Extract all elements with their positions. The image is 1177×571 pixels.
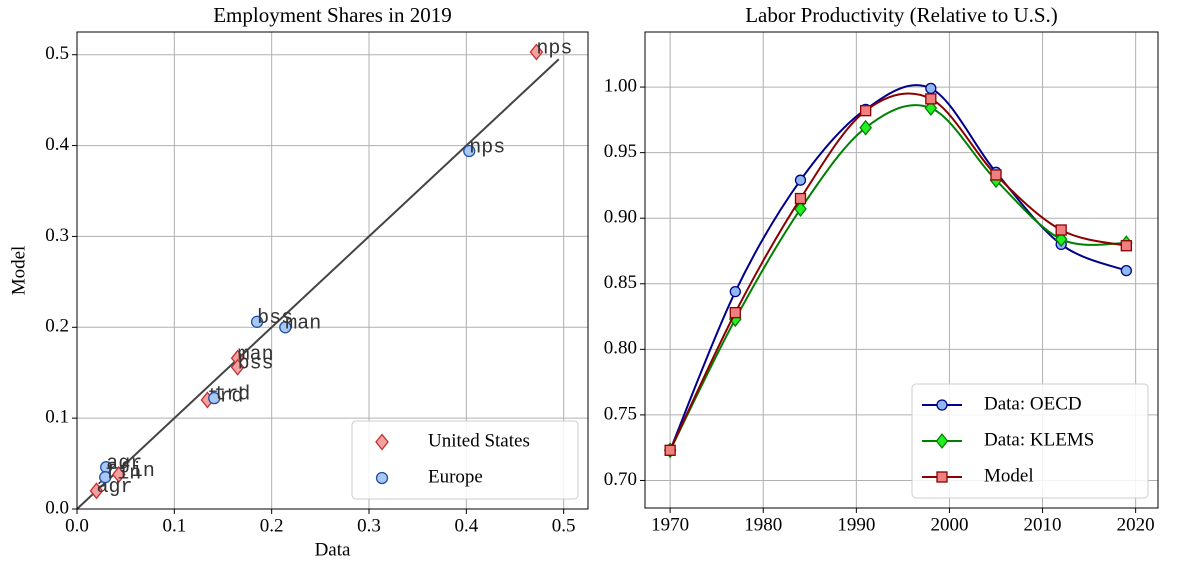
point-label: nps <box>469 136 505 159</box>
legend-label: Data: KLEMS <box>984 429 1094 450</box>
marker <box>925 82 937 95</box>
y-tick-label: 0.5 <box>45 43 69 64</box>
x-tick-label: 2010 <box>1024 514 1062 535</box>
y-tick-label: 0.95 <box>604 141 637 162</box>
plot-frame <box>76 31 589 510</box>
y-tick-label: 0.85 <box>604 272 637 293</box>
marker <box>250 315 264 328</box>
legend-label: United States <box>428 430 530 451</box>
legend-label: Europe <box>428 466 483 487</box>
marker <box>794 192 807 205</box>
x-tick-label: 0.5 <box>552 515 576 536</box>
point-label: man <box>285 313 321 336</box>
x-tick-label: 0.1 <box>162 515 186 536</box>
marker <box>936 399 948 411</box>
y-tick-label: 0.4 <box>45 134 69 155</box>
point-label: trd <box>214 383 250 406</box>
reference-line <box>76 58 560 510</box>
marker <box>529 43 544 61</box>
marker <box>729 285 741 298</box>
marker <box>924 100 938 116</box>
marker <box>99 471 112 484</box>
marker <box>990 169 1002 181</box>
y-tick-label: 0.2 <box>45 316 69 337</box>
marker <box>1054 231 1068 248</box>
y-tick-label: 1.00 <box>604 75 637 96</box>
legend-label: Data: OECD <box>984 393 1082 414</box>
marker <box>375 433 389 451</box>
point-label: fin <box>119 460 155 483</box>
point-label: bss <box>257 307 293 330</box>
point-label: fin <box>105 462 141 485</box>
x-tick-label: 1980 <box>744 514 782 535</box>
point-label: man <box>238 343 274 366</box>
marker <box>279 321 292 334</box>
y-tick-label: 0.90 <box>604 207 637 228</box>
x-tick-label: 1970 <box>651 514 689 535</box>
x-tick-label: 0.0 <box>65 515 89 536</box>
marker <box>89 482 104 500</box>
y-tick-label: 0.70 <box>604 469 637 490</box>
x-tick-label: 0.4 <box>454 515 478 536</box>
chart-title: Employment Shares in 2019 <box>213 3 452 27</box>
y-tick-label: 0.80 <box>604 338 637 359</box>
marker <box>935 433 949 449</box>
marker <box>860 105 872 117</box>
point-label: bss <box>238 353 274 376</box>
marker <box>859 119 872 136</box>
legend-label: Model <box>984 465 1034 486</box>
marker <box>208 392 221 405</box>
x-tick-label: 0.3 <box>357 515 381 536</box>
y-tick-label: 0.75 <box>604 403 637 424</box>
marker <box>1120 240 1132 252</box>
marker <box>230 358 245 376</box>
x-tick-label: 2000 <box>930 514 968 535</box>
marker <box>375 471 389 485</box>
marker <box>112 465 126 484</box>
y-tick-label: 0.0 <box>45 497 69 518</box>
point-label: nps <box>536 37 572 60</box>
marker <box>729 306 741 319</box>
x-axis-label: Data <box>315 539 351 560</box>
y-axis-label: Model <box>8 246 29 296</box>
y-tick-label: 0.3 <box>45 225 69 246</box>
marker <box>1055 224 1067 236</box>
marker <box>1120 265 1132 277</box>
x-tick-label: 0.2 <box>260 515 284 536</box>
x-tick-label: 2020 <box>1117 514 1155 535</box>
marker <box>936 471 948 483</box>
x-tick-label: 1990 <box>837 514 875 535</box>
marker <box>794 174 807 186</box>
marker <box>794 201 807 217</box>
chart-title: Labor Productivity (Relative to U.S.) <box>745 3 1058 27</box>
point-label: agr <box>106 452 142 475</box>
legend-box <box>351 420 579 500</box>
marker <box>664 444 676 456</box>
marker <box>925 93 937 105</box>
plot-frame <box>644 31 1159 509</box>
y-tick-label: 0.1 <box>45 407 69 428</box>
legend-box <box>911 383 1149 499</box>
marker <box>463 144 476 158</box>
